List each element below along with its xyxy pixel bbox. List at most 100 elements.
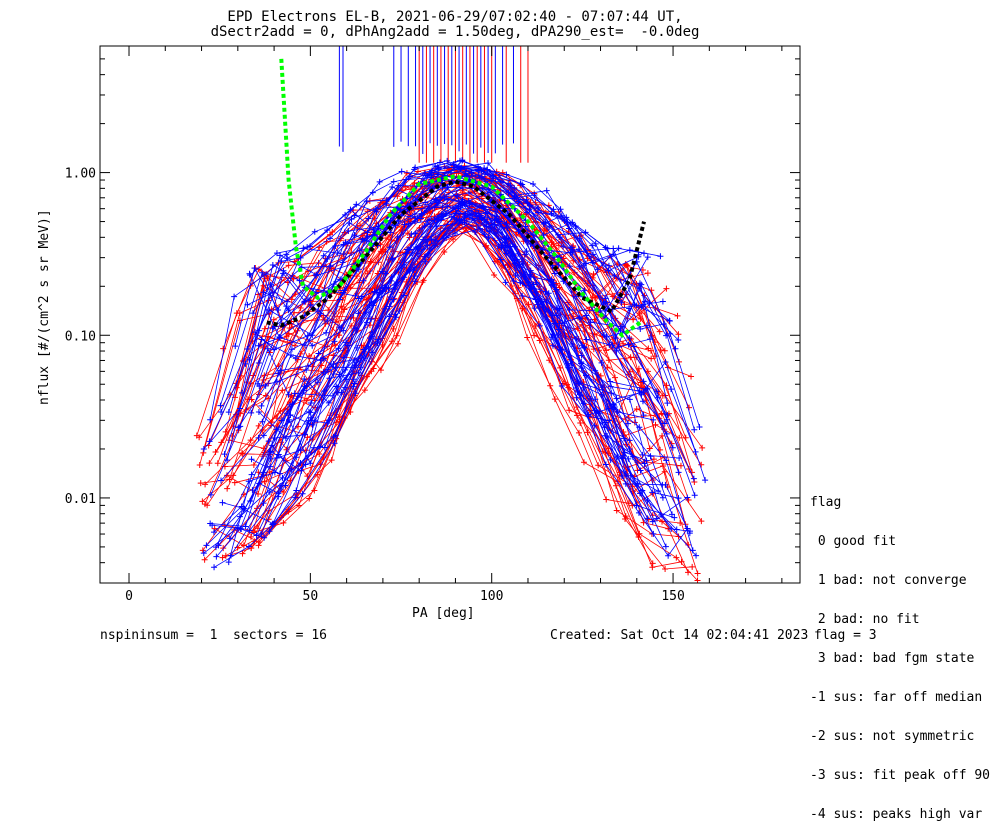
data-point: [663, 457, 670, 464]
data-point: [574, 378, 581, 385]
data-point: [200, 550, 207, 557]
data-point: [631, 419, 638, 426]
data-point: [566, 306, 573, 313]
data-point: [305, 363, 312, 370]
data-point: [269, 521, 276, 528]
data-point: [640, 378, 647, 385]
data-point: [218, 477, 225, 484]
data-point: [479, 185, 486, 192]
pitch-angle-plot: 0 50 100 150 0.01 0.10 1.00: [65, 45, 801, 604]
x-tick-label: 150: [661, 589, 684, 604]
data-point: [211, 525, 218, 532]
data-point: [390, 296, 397, 303]
data-point: [242, 523, 249, 530]
data-point: [231, 293, 238, 300]
data-point: [400, 292, 407, 299]
data-point: [413, 244, 420, 251]
data-point: [404, 246, 411, 253]
data-point: [223, 472, 230, 479]
data-point: [434, 202, 441, 209]
data-point: [248, 456, 255, 463]
data-point: [206, 460, 213, 467]
data-point: [441, 249, 448, 256]
data-point: [248, 471, 255, 478]
data-point: [675, 495, 682, 502]
data-point: [546, 252, 553, 259]
data-point: [288, 466, 295, 473]
data-point: [260, 500, 267, 507]
green-fit-curve: [279, 58, 642, 338]
data-curve: [199, 168, 690, 466]
data-point: [218, 409, 225, 416]
data-point: [491, 272, 498, 279]
data-point: [686, 404, 693, 411]
data-point: [351, 232, 358, 239]
data-point: [342, 211, 349, 218]
data-point: [338, 389, 345, 396]
data-point: [456, 163, 463, 170]
data-point: [542, 219, 549, 226]
data-point: [551, 282, 558, 289]
data-point: [647, 453, 654, 460]
data-point: [558, 383, 565, 390]
data-point: [375, 336, 382, 343]
data-point: [331, 440, 338, 447]
data-point: [244, 345, 251, 352]
data-point: [283, 333, 290, 340]
data-point: [602, 419, 609, 426]
data-point: [393, 211, 400, 218]
data-point: [275, 370, 282, 377]
data-point: [543, 187, 550, 194]
data-point: [515, 198, 522, 205]
data-point: [551, 270, 558, 277]
data-point: [525, 301, 532, 308]
data-point: [530, 281, 537, 288]
data-point: [299, 490, 306, 497]
data-point: [394, 340, 401, 347]
data-point: [261, 478, 268, 485]
data-point: [353, 201, 360, 208]
data-point: [572, 223, 579, 230]
data-point: [698, 518, 705, 525]
data-point: [330, 281, 337, 288]
data-point: [546, 223, 553, 230]
data-point: [694, 577, 701, 583]
data-point: [351, 212, 358, 219]
chart-title-line2: dSectr2add = 0, dPhAng2add = 1.50deg, dP…: [210, 24, 700, 40]
data-point: [646, 445, 653, 452]
data-point: [455, 205, 462, 212]
data-point: [673, 554, 680, 561]
data-point: [503, 171, 510, 178]
data-point: [277, 408, 284, 415]
data-point: [563, 214, 570, 221]
data-point: [332, 364, 339, 371]
data-point: [481, 165, 488, 172]
data-point: [516, 261, 523, 268]
data-point: [361, 387, 368, 394]
axes-layer: 0 50 100 150 0.01 0.10 1.00: [65, 45, 801, 604]
data-point: [432, 237, 439, 244]
data-point: [626, 437, 633, 444]
data-curve: [218, 203, 640, 546]
data-point: [694, 570, 701, 577]
data-point: [489, 172, 496, 179]
data-point: [676, 434, 683, 441]
data-curve: [249, 160, 639, 299]
chart-title-line1: EPD Electrons EL-B, 2021-06-29/07:02:40 …: [227, 9, 683, 25]
data-point: [261, 534, 268, 541]
data-point: [264, 345, 271, 352]
data-point: [482, 219, 489, 226]
data-point: [685, 497, 692, 504]
data-point: [354, 344, 361, 351]
data-point: [443, 234, 450, 241]
data-point: [207, 520, 214, 527]
data-point: [592, 294, 599, 301]
data-point: [523, 209, 530, 216]
data-point: [316, 450, 323, 457]
data-point: [303, 383, 310, 390]
data-point: [245, 543, 252, 550]
data-point: [350, 376, 357, 383]
data-point: [698, 461, 705, 468]
data-point: [512, 290, 519, 297]
data-point: [285, 307, 292, 314]
